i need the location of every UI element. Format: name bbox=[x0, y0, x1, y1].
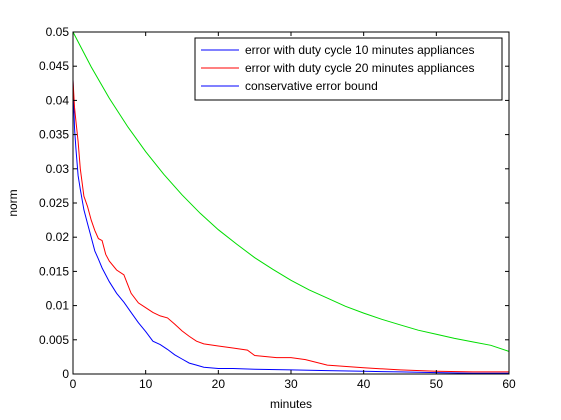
x-tick-label: 10 bbox=[139, 377, 153, 391]
legend-label-2: error with duty cycle 20 minutes applian… bbox=[245, 61, 474, 75]
x-tick-label: 50 bbox=[430, 377, 444, 391]
x-axis-label: minutes bbox=[270, 397, 312, 411]
y-tick-label: 0.035 bbox=[39, 128, 69, 142]
y-tick-label: 0.015 bbox=[39, 264, 69, 278]
x-tick-label: 60 bbox=[502, 377, 516, 391]
x-tick-label: 20 bbox=[212, 377, 226, 391]
y-tick-label: 0.05 bbox=[46, 25, 70, 39]
y-tick-label: 0 bbox=[62, 367, 69, 381]
y-tick-label: 0.045 bbox=[39, 59, 69, 73]
x-tick-label: 30 bbox=[284, 377, 298, 391]
y-tick-label: 0.005 bbox=[39, 333, 69, 347]
y-tick-label: 0.025 bbox=[39, 196, 69, 210]
series-layer bbox=[72, 31, 510, 374]
y-tick-label: 0.01 bbox=[46, 299, 70, 313]
y-tick-label: 0.02 bbox=[46, 230, 70, 244]
y-tick-label: 0.03 bbox=[46, 162, 70, 176]
x-tick-label: 40 bbox=[357, 377, 371, 391]
legend: error with duty cycle 10 minutes applian… bbox=[194, 37, 503, 101]
x-tick-label: 0 bbox=[70, 377, 77, 391]
legend-label-3: conservative error bound bbox=[245, 79, 378, 93]
y-tick-label: 0.04 bbox=[46, 93, 70, 107]
series-line-2 bbox=[72, 79, 509, 373]
y-axis-label: norm bbox=[6, 189, 20, 216]
axes-layer: 0 10 20 30 40 50 60 0 0.005 0.01 0.015 0.02 0.025 0.0… bbox=[39, 25, 516, 391]
series-line-1 bbox=[72, 79, 509, 374]
series-line-3 bbox=[72, 31, 510, 352]
legend-box bbox=[194, 37, 503, 101]
legend-label-1: error with duty cycle 10 minutes applian… bbox=[245, 43, 474, 57]
